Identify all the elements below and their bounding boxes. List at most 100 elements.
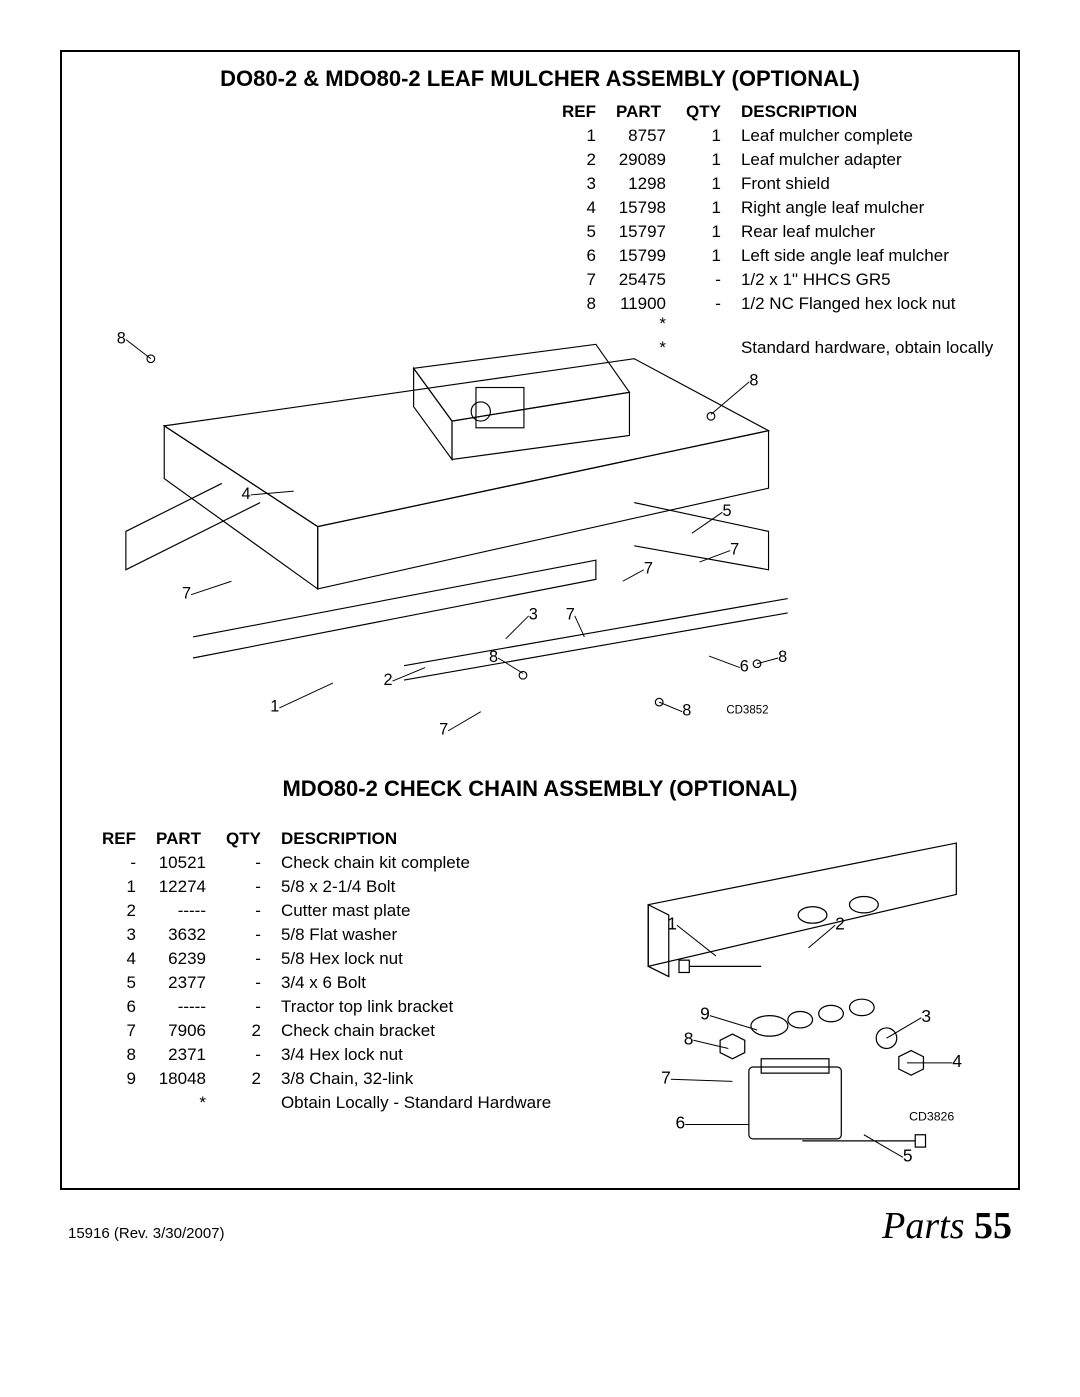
col-ref: REF	[552, 100, 606, 124]
table-row: 82371-3/4 Hex lock nut	[92, 1043, 561, 1067]
cell-desc: Left side angle leaf mulcher	[731, 244, 1003, 268]
content-frame: DO80-2 & MDO80-2 LEAF MULCHER ASSEMBLY (…	[60, 50, 1020, 1190]
cell-qty: 1	[676, 196, 731, 220]
cell-ref: 2	[552, 148, 606, 172]
cell-desc: 5/8 Hex lock nut	[271, 947, 561, 971]
cell-part: 18048	[146, 1067, 216, 1091]
drawing-id-2: CD3826	[909, 1109, 954, 1123]
cell-desc: Tractor top link bracket	[271, 995, 561, 1019]
table-row: 312981Front shield	[552, 172, 1003, 196]
cell-desc: Cutter mast plate	[271, 899, 561, 923]
cell-part: 3632	[146, 923, 216, 947]
cell-ref: 5	[92, 971, 146, 995]
cell-desc: 3/4 x 6 Bolt	[271, 971, 561, 995]
assembly-title-1: DO80-2 & MDO80-2 LEAF MULCHER ASSEMBLY (…	[62, 52, 1018, 98]
table-row: 52377-3/4 x 6 Bolt	[92, 971, 561, 995]
cell-part: -----	[146, 899, 216, 923]
cell-ref	[92, 1091, 146, 1115]
cell-qty: -	[216, 923, 271, 947]
col-ref: REF	[92, 827, 146, 851]
cell-ref: 4	[552, 196, 606, 220]
cell-desc: Front shield	[731, 172, 1003, 196]
cell-desc: 5/8 Flat washer	[271, 923, 561, 947]
table-row: *Obtain Locally - Standard Hardware	[92, 1091, 561, 1115]
table-row: 2290891Leaf mulcher adapter	[552, 148, 1003, 172]
callout-label: 6	[675, 1113, 685, 1133]
cell-qty: -	[216, 1043, 271, 1067]
cell-desc: 3/4 Hex lock nut	[271, 1043, 561, 1067]
cell-ref: -	[92, 851, 146, 875]
cell-part: 12274	[146, 875, 216, 899]
cell-desc: 5/8 x 2-1/4 Bolt	[271, 875, 561, 899]
cell-qty: -	[216, 899, 271, 923]
callout-label: 7	[661, 1067, 671, 1087]
cell-qty: 1	[676, 148, 731, 172]
cell-qty: -	[216, 971, 271, 995]
col-qty: QTY	[216, 827, 271, 851]
cell-qty: -	[216, 947, 271, 971]
cell-qty: 2	[216, 1019, 271, 1043]
cell-qty: 1	[676, 172, 731, 196]
cell-part: 29089	[606, 148, 676, 172]
callout-label: 8	[489, 648, 498, 666]
cell-ref: 1	[552, 124, 606, 148]
cell-ref: 8	[92, 1043, 146, 1067]
cell-ref: 3	[552, 172, 606, 196]
col-part: PART	[146, 827, 216, 851]
callout-label: 2	[383, 671, 392, 689]
cell-desc: Leaf mulcher complete	[731, 124, 1003, 148]
callout-label: 4	[241, 485, 250, 503]
cell-qty: -	[216, 875, 271, 899]
cell-ref: 5	[552, 220, 606, 244]
table-row: 4157981Right angle leaf mulcher	[552, 196, 1003, 220]
cell-part: 8757	[606, 124, 676, 148]
callout-label: 5	[903, 1145, 913, 1165]
cell-part: 15799	[606, 244, 676, 268]
cell-desc: Check chain bracket	[271, 1019, 561, 1043]
callout-label: 6	[740, 657, 749, 675]
parts-table-2: REF PART QTY DESCRIPTION -10521-Check ch…	[92, 827, 561, 1115]
cell-qty: -	[216, 851, 271, 875]
cell-part: 15798	[606, 196, 676, 220]
callout-label: 1	[667, 913, 677, 933]
cell-part: 2371	[146, 1043, 216, 1067]
table-row: 46239-5/8 Hex lock nut	[92, 947, 561, 971]
parts-table-2-wrap: REF PART QTY DESCRIPTION -10521-Check ch…	[92, 827, 561, 1115]
cell-part: 6239	[146, 947, 216, 971]
cell-desc: Leaf mulcher adapter	[731, 148, 1003, 172]
cell-part: 7906	[146, 1019, 216, 1043]
cell-part: 1298	[606, 172, 676, 196]
cell-part: *	[146, 1091, 216, 1115]
page: DO80-2 & MDO80-2 LEAF MULCHER ASSEMBLY (…	[0, 0, 1080, 1282]
callout-label: 4	[952, 1051, 962, 1071]
callout-label: 8	[778, 648, 787, 666]
table-row: 779062Check chain bracket	[92, 1019, 561, 1043]
cell-qty: 1	[676, 124, 731, 148]
cell-ref: 1	[92, 875, 146, 899]
col-desc: DESCRIPTION	[271, 827, 561, 851]
callout-label: 2	[835, 913, 845, 933]
cell-part: 10521	[146, 851, 216, 875]
table-row: 2------Cutter mast plate	[92, 899, 561, 923]
callout-label: 8	[749, 372, 758, 390]
table-header-row: REF PART QTY DESCRIPTION	[92, 827, 561, 851]
cell-part: 2377	[146, 971, 216, 995]
exploded-diagram-2: 129873465 CD3826	[592, 802, 992, 1182]
callout-label: 8	[117, 329, 126, 347]
cell-ref: 6	[92, 995, 146, 1019]
callout-label: 7	[730, 540, 739, 558]
cell-part: 15797	[606, 220, 676, 244]
cell-desc: 3/8 Chain, 32-link	[271, 1067, 561, 1091]
page-number: 55	[974, 1205, 1012, 1247]
cell-desc: Right angle leaf mulcher	[731, 196, 1003, 220]
table-row: 33632-5/8 Flat washer	[92, 923, 561, 947]
cell-ref: 2	[92, 899, 146, 923]
table-header-row: REF PART QTY DESCRIPTION	[552, 100, 1003, 124]
callout-label: 7	[439, 721, 448, 739]
callout-label: 1	[270, 698, 279, 716]
col-part: PART	[606, 100, 676, 124]
revision-text: 15916 (Rev. 3/30/2007)	[68, 1225, 225, 1242]
exploded-diagram-1: 8845777372868187 CD3852	[82, 282, 822, 752]
table-row: 91804823/8 Chain, 32-link	[92, 1067, 561, 1091]
callout-label: 7	[566, 606, 575, 624]
